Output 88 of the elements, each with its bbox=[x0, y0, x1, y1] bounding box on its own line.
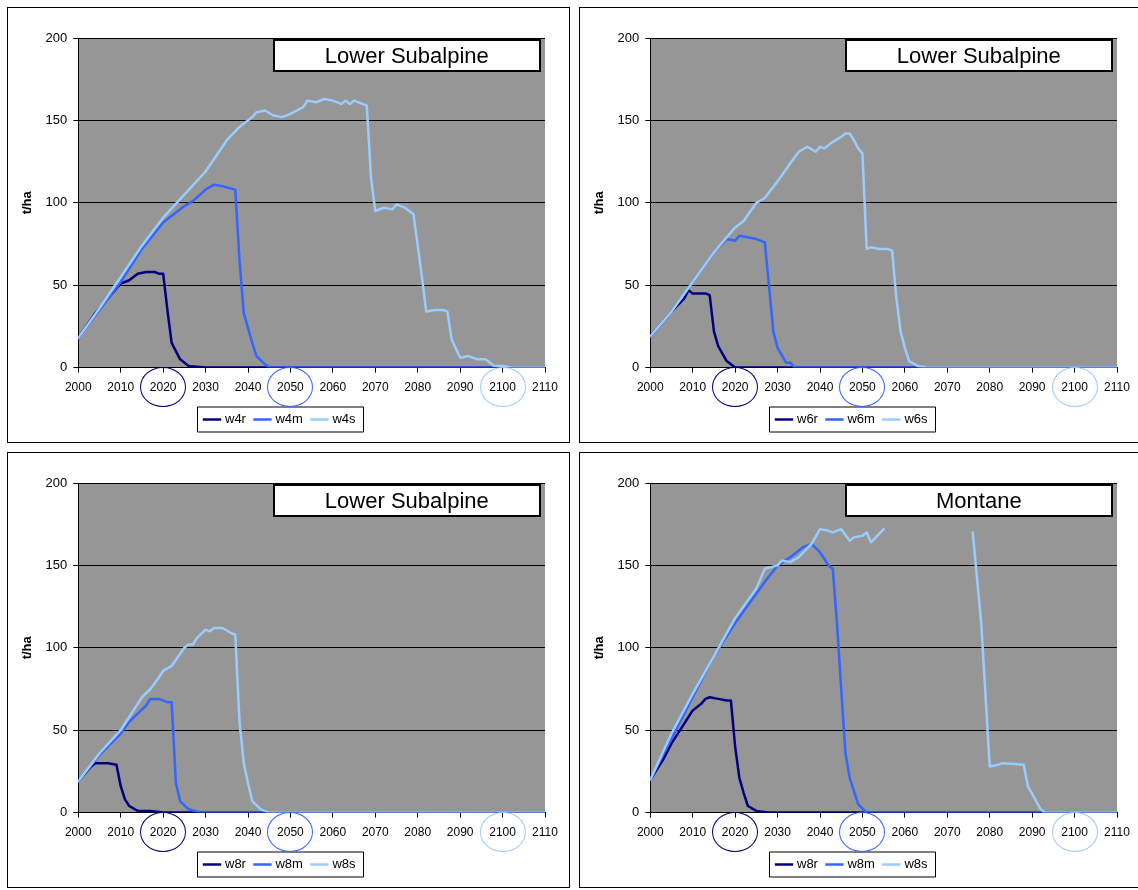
y-tick-label: 100 bbox=[617, 194, 640, 210]
x-tick-label: 2080 bbox=[404, 825, 432, 840]
x-tick-label: 2040 bbox=[806, 380, 834, 395]
y-tick-label: 150 bbox=[617, 111, 640, 127]
legend-label: w8s bbox=[331, 856, 357, 872]
y-tick-label: 0 bbox=[632, 804, 640, 820]
legend-label: w6r bbox=[795, 411, 819, 427]
legend-label: w4s bbox=[331, 411, 357, 427]
x-tick-label: 2050 bbox=[849, 380, 877, 395]
y-tick-label: 50 bbox=[624, 721, 640, 737]
y-tick-label: 100 bbox=[45, 194, 68, 210]
x-tick-label: 2040 bbox=[234, 380, 262, 395]
x-tick-label: 2020 bbox=[721, 380, 749, 395]
y-tick-label: 200 bbox=[617, 29, 640, 45]
x-tick-label: 2010 bbox=[107, 825, 135, 840]
x-tick-label: 2050 bbox=[849, 825, 877, 840]
x-tick-label: 2010 bbox=[679, 825, 707, 840]
x-tick-label: 2030 bbox=[192, 825, 220, 840]
x-tick-label: 2060 bbox=[319, 380, 347, 395]
y-axis-title: t/ha bbox=[19, 635, 35, 660]
title-box: Lower Subalpine bbox=[272, 39, 541, 72]
y-axis-title: t/ha bbox=[591, 190, 607, 215]
x-tick-label: 2100 bbox=[489, 825, 517, 840]
x-tick-label: 2030 bbox=[192, 380, 220, 395]
x-tick-label: 2000 bbox=[64, 380, 92, 395]
legend-label: w8m bbox=[274, 856, 303, 872]
x-tick-label: 2050 bbox=[277, 380, 305, 395]
y-tick-label: 50 bbox=[52, 721, 68, 737]
legend-label: w6m bbox=[846, 411, 875, 427]
x-tick-label: 2020 bbox=[721, 825, 749, 840]
x-tick-label: 2090 bbox=[446, 825, 474, 840]
y-tick-label: 150 bbox=[45, 556, 68, 572]
x-tick-label: 2070 bbox=[361, 380, 389, 395]
y-tick-label: 100 bbox=[45, 639, 68, 655]
y-axis-title: t/ha bbox=[19, 190, 35, 215]
x-tick-label: 2110 bbox=[532, 825, 559, 840]
x-tick-label: 2080 bbox=[404, 380, 432, 395]
y-tick-label: 50 bbox=[624, 276, 640, 292]
x-tick-label: 2070 bbox=[933, 825, 961, 840]
y-tick-label: 50 bbox=[52, 276, 68, 292]
legend-label: w8m bbox=[846, 856, 875, 872]
x-tick-label: 2090 bbox=[446, 380, 474, 395]
x-tick-label: 2000 bbox=[636, 825, 664, 840]
y-tick-label: 200 bbox=[617, 474, 640, 490]
y-tick-label: 0 bbox=[632, 359, 640, 375]
x-tick-label: 2070 bbox=[361, 825, 389, 840]
x-tick-label: 2020 bbox=[149, 825, 177, 840]
x-tick-label: 2080 bbox=[976, 825, 1004, 840]
y-tick-label: 200 bbox=[45, 29, 68, 45]
legend-label: w6s bbox=[903, 411, 929, 427]
y-tick-label: 150 bbox=[617, 556, 640, 572]
x-tick-label: 2100 bbox=[1061, 380, 1089, 395]
title-box: Lower Subalpine bbox=[844, 39, 1113, 72]
y-axis-title: t/ha bbox=[591, 635, 607, 660]
x-tick-label: 2100 bbox=[489, 380, 517, 395]
title-box: Montane bbox=[844, 484, 1113, 517]
x-tick-label: 2000 bbox=[636, 380, 664, 395]
title-box: Lower Subalpine bbox=[272, 484, 541, 517]
x-tick-label: 2010 bbox=[107, 380, 135, 395]
x-tick-label: 2040 bbox=[234, 825, 262, 840]
x-tick-label: 2100 bbox=[1061, 825, 1089, 840]
y-tick-label: 0 bbox=[60, 359, 68, 375]
x-tick-label: 2070 bbox=[933, 380, 961, 395]
x-tick-label: 2060 bbox=[891, 380, 919, 395]
x-tick-label: 2010 bbox=[679, 380, 707, 395]
y-tick-label: 200 bbox=[45, 474, 68, 490]
x-tick-label: 2110 bbox=[1104, 380, 1131, 395]
legend-label: w8r bbox=[795, 856, 819, 872]
y-tick-label: 0 bbox=[60, 804, 68, 820]
x-tick-label: 2110 bbox=[1104, 825, 1131, 840]
x-tick-label: 2050 bbox=[277, 825, 305, 840]
y-tick-label: 100 bbox=[617, 639, 640, 655]
x-tick-label: 2000 bbox=[64, 825, 92, 840]
x-tick-label: 2020 bbox=[149, 380, 177, 395]
y-tick-label: 150 bbox=[45, 111, 68, 127]
x-tick-label: 2030 bbox=[764, 825, 792, 840]
x-tick-label: 2030 bbox=[764, 380, 792, 395]
legend-label: w4r bbox=[223, 411, 247, 427]
x-tick-label: 2040 bbox=[806, 825, 834, 840]
legend-label: w4m bbox=[274, 411, 303, 427]
x-tick-label: 2080 bbox=[976, 380, 1004, 395]
x-tick-label: 2090 bbox=[1018, 380, 1046, 395]
legend-label: w8s bbox=[903, 856, 929, 872]
x-tick-label: 2060 bbox=[891, 825, 919, 840]
x-tick-label: 2060 bbox=[319, 825, 347, 840]
legend-label: w8r bbox=[223, 856, 247, 872]
x-tick-label: 2110 bbox=[532, 380, 559, 395]
x-tick-label: 2090 bbox=[1018, 825, 1046, 840]
